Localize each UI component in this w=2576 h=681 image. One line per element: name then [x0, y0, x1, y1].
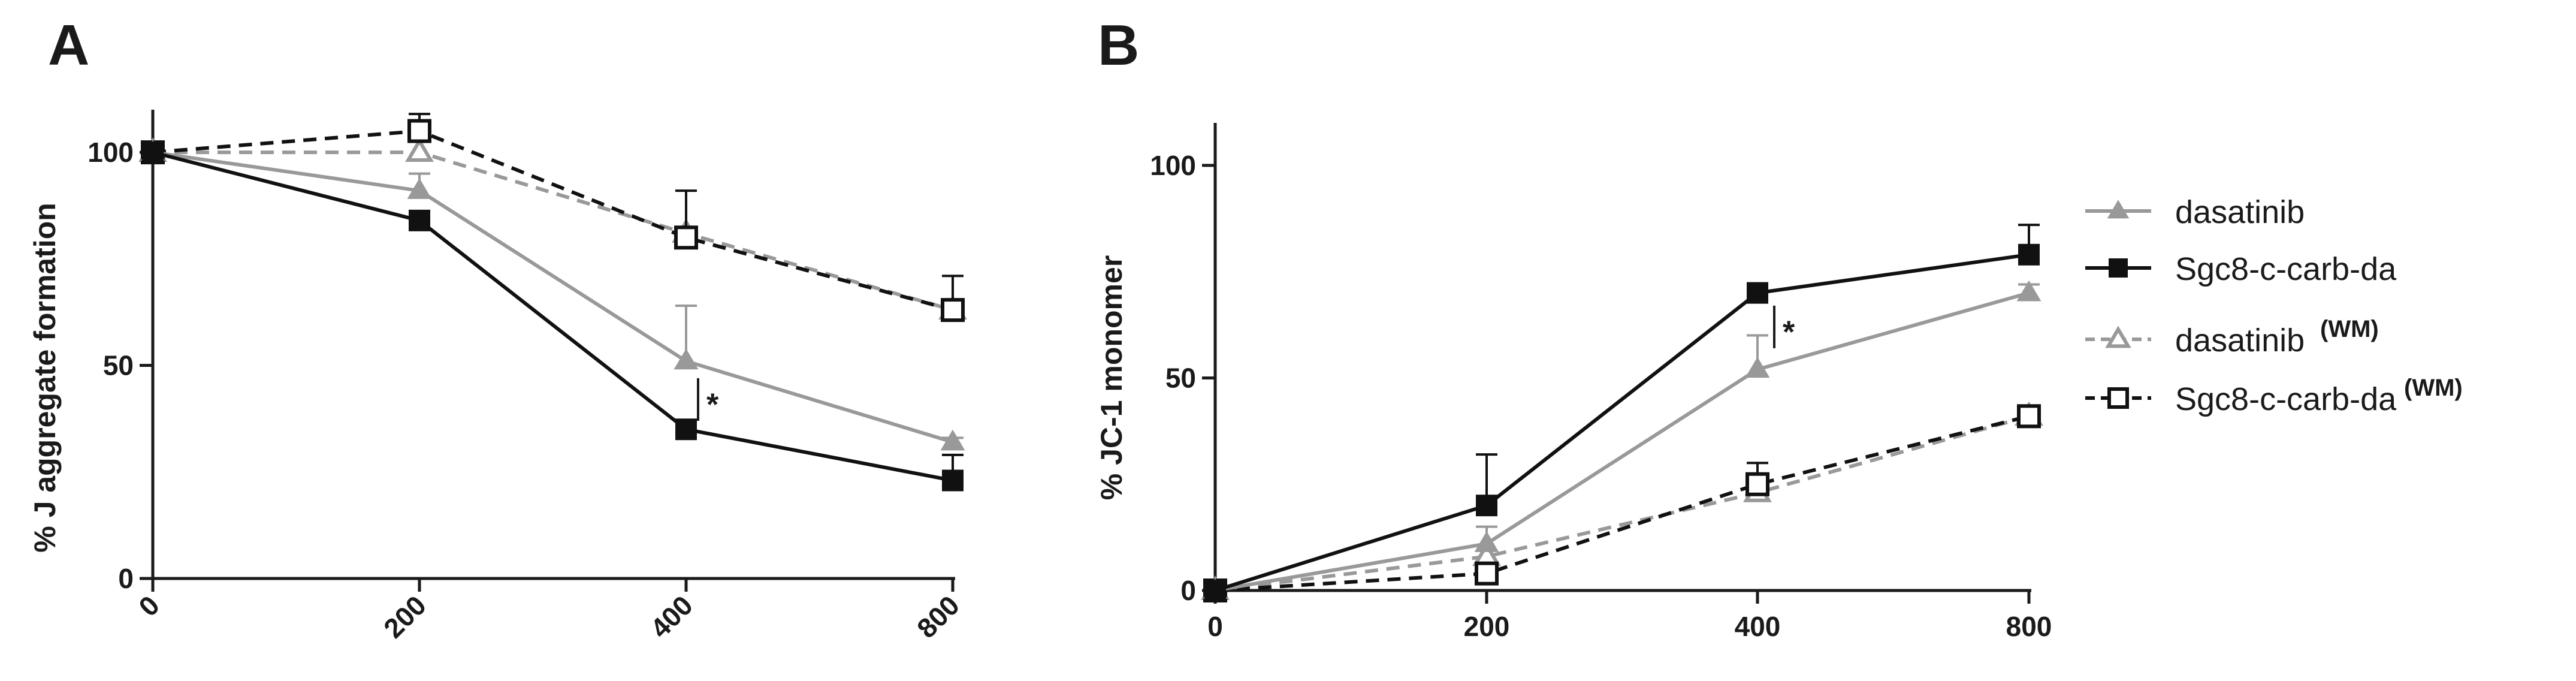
- panel-a-sgc8-wm-series: [141, 113, 965, 323]
- panel-a-sgc8-wm-point-400: [674, 225, 698, 250]
- panel-a-series: [138, 113, 967, 492]
- panel-b-dasatinib-point-200: [1474, 531, 1499, 552]
- legend-dasatinib-wm-superscript: (WM): [2320, 316, 2379, 342]
- panel-a-axes: 0 50 100 0 200 400 800 *: [87, 110, 965, 644]
- legend-sgc8-wm-marker: [2107, 387, 2129, 409]
- legend: dasatinib Sgc8-c-carb-da dasatinib (WM) …: [2085, 194, 2463, 417]
- legend-sgc8-marker: [2109, 258, 2128, 278]
- panel-b-sgc8-wm-point-400: [1745, 472, 1769, 496]
- panel-b-chart: B % JC-1 monomer 0 50 100 0 200 400 800 *: [1095, 13, 2052, 642]
- panel-a-y-tick-label-0: 0: [118, 563, 134, 594]
- panel-b-sgc8-point-0: [1204, 580, 1226, 601]
- panel-b-sgc8-point-400: [1747, 282, 1768, 304]
- panel-a-sgc8-wm-line: [152, 129, 953, 312]
- panel-a-dasatinib-wm-point-200: [405, 137, 434, 162]
- panel-a-dasatinib-point-800: [940, 429, 965, 451]
- panel-a-sgc8-point-400: [675, 418, 697, 441]
- panel-a-sgc8-point-0: [142, 141, 164, 164]
- panel-b-sgc8-line: [1215, 252, 2030, 592]
- panel-b-sgc8-point-200: [1476, 495, 1497, 517]
- panel-a-sgc8-series: [142, 141, 964, 492]
- panel-a-sgc8-line: [152, 150, 953, 483]
- panel-a-x-tick-label-0: 0: [132, 589, 165, 622]
- panel-a-dasatinib-wm-line: [153, 150, 953, 312]
- panel-b-sgc8-wm-point-200: [1475, 561, 1499, 586]
- panel-a-y-tick-label-100: 100: [87, 137, 134, 168]
- panel-b-sgc8-wm-point-800: [2017, 404, 2041, 429]
- panel-b-dasatinib-series: [1203, 280, 2042, 599]
- panel-a-sgc8-point-800: [942, 469, 964, 492]
- panel-b-letter: B: [1098, 13, 1139, 77]
- panel-b-y-tick-label-100: 100: [1150, 150, 1196, 181]
- panel-b-dasatinib-line: [1215, 291, 2030, 592]
- legend-item-dasatinib-wm: dasatinib (WM): [2085, 316, 2379, 358]
- legend-dasatinib-symbol: [2085, 200, 2151, 219]
- legend-sgc8-wm-superscript: (WM): [2404, 375, 2463, 401]
- panel-b-dasatinib-point-400: [1745, 357, 1770, 378]
- panel-a-y-axis-label: % J aggregate formation: [28, 203, 62, 552]
- panel-a-x-tick-label-200: 200: [378, 589, 432, 644]
- panel-b-y-axis-label: % JC-1 monomer: [1095, 255, 1128, 500]
- panel-b-x-tick-label-0: 0: [1207, 611, 1223, 642]
- panel-a-sgc8-wm-point-200: [407, 119, 431, 143]
- panel-a-x-tick-label-400: 400: [644, 589, 699, 644]
- legend-dasatinib-marker: [2107, 200, 2130, 219]
- panel-a-y-tick-label-50: 50: [103, 350, 134, 381]
- panel-a-dasatinib-point-400: [674, 348, 699, 370]
- panel-a-significance-label: *: [706, 387, 719, 422]
- panel-a-sgc8-wm-point-800: [941, 298, 965, 323]
- panel-a-dasatinib-line: [152, 150, 953, 444]
- panel-a-sgc8-point-200: [409, 209, 430, 231]
- panel-b-significance-label: *: [1783, 315, 1795, 349]
- panel-b-dasatinib-wm-line: [1215, 414, 2030, 592]
- legend-sgc8-wm-label: Sgc8-c-carb-da: [2175, 381, 2397, 417]
- panel-b-series: [1201, 224, 2043, 602]
- panel-b-x-tick-label-800: 800: [2006, 611, 2052, 642]
- legend-sgc8-wm-symbol: [2085, 387, 2151, 409]
- legend-item-sgc8-wm: Sgc8-c-carb-da (WM): [2085, 375, 2463, 417]
- legend-sgc8-label: Sgc8-c-carb-da: [2175, 251, 2397, 287]
- panel-a-letter: A: [48, 13, 89, 77]
- panel-b-dasatinib-point-800: [2016, 280, 2042, 302]
- legend-item-dasatinib: dasatinib: [2085, 194, 2305, 230]
- legend-dasatinib-wm-symbol: [2085, 326, 2151, 348]
- panel-b-axes: 0 50 100 0 200 400 800 *: [1150, 123, 2052, 642]
- legend-item-sgc8: Sgc8-c-carb-da: [2085, 251, 2397, 287]
- panel-b-y-tick-label-50: 50: [1165, 362, 1196, 393]
- panel-b-y-tick-label-0: 0: [1180, 575, 1196, 606]
- legend-dasatinib-label: dasatinib: [2175, 194, 2305, 230]
- panel-a-chart: A % J aggregate formation 0 50 100 0 200 400 8…: [28, 13, 967, 644]
- panel-b-sgc8-point-800: [2018, 243, 2040, 266]
- panel-b-x-tick-label-200: 200: [1464, 611, 1510, 642]
- panel-b-sgc8-series: [1204, 224, 2040, 601]
- panel-a-x-tick-label-800: 800: [911, 589, 965, 644]
- legend-dasatinib-wm-marker: [2105, 326, 2131, 348]
- panel-b-x-tick-label-400: 400: [1735, 611, 1781, 642]
- panel-a-dasatinib-series: [140, 140, 965, 451]
- panel-b-sgc8-wm-line: [1215, 414, 2030, 592]
- legend-sgc8-symbol: [2085, 258, 2151, 278]
- legend-dasatinib-wm-label: dasatinib: [2175, 323, 2305, 358]
- panel-a-dasatinib-point-200: [407, 178, 432, 199]
